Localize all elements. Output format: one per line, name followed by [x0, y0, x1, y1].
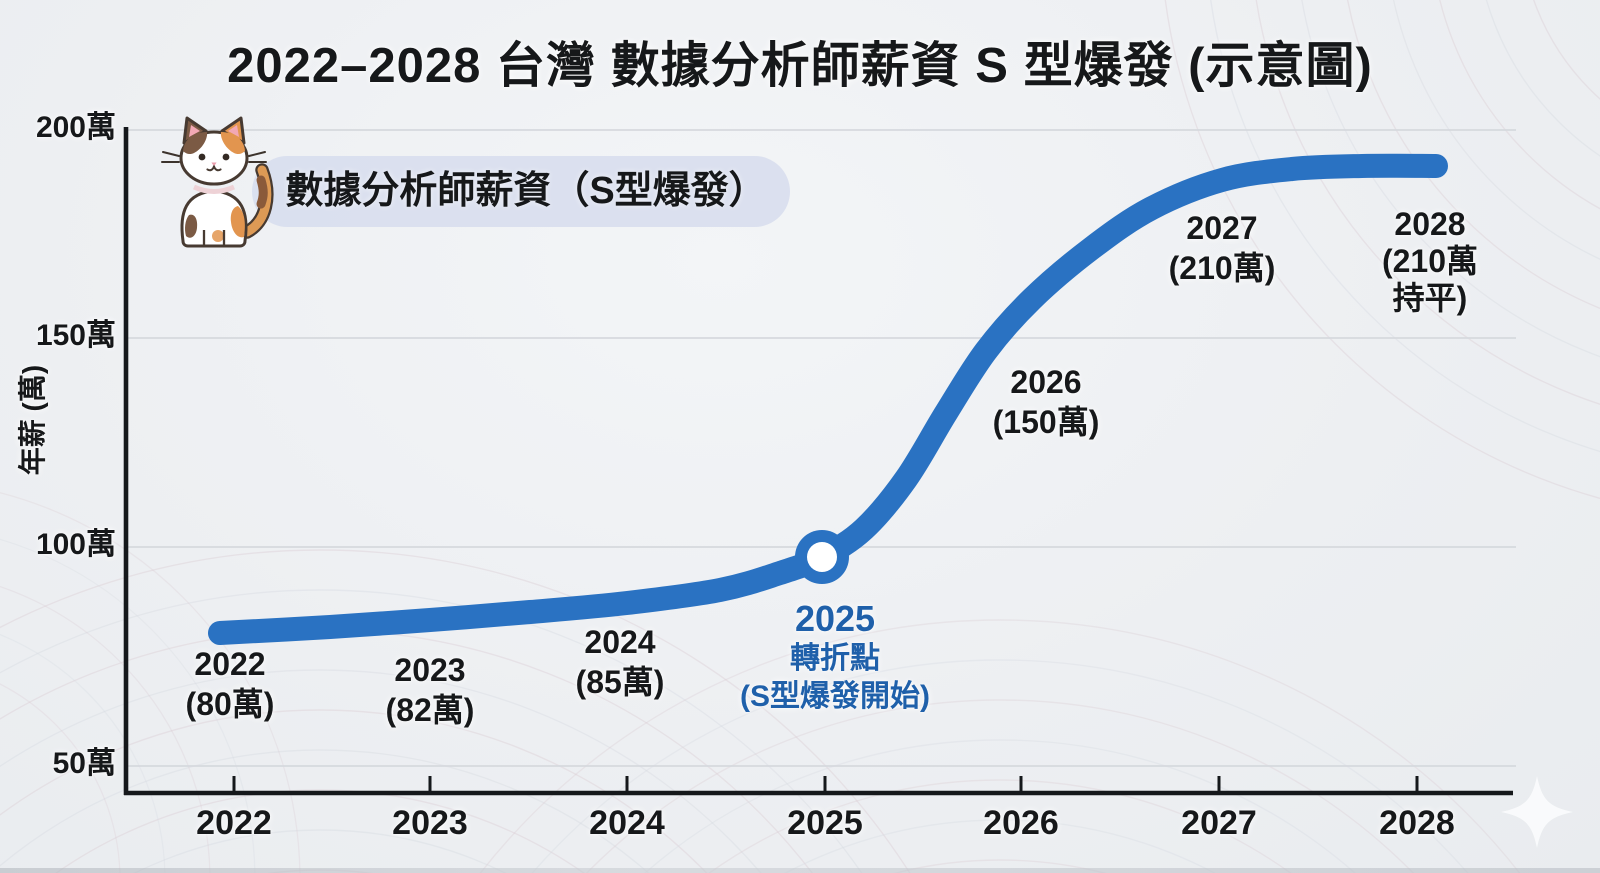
annotation-2026: 2026 (150萬)	[993, 362, 1100, 442]
y-tick-label-150: 150萬	[35, 319, 116, 352]
annotation-year: 2023	[394, 652, 466, 688]
annotation-value: (210萬	[1381, 243, 1479, 279]
annotation-value: (82萬)	[385, 692, 475, 728]
annotation-note: (S型爆發開始)	[740, 680, 930, 713]
annotation-value: (210萬)	[1168, 250, 1276, 286]
y-tick-label-100: 100萬	[35, 528, 116, 561]
x-tick-label-2025: 2025	[787, 804, 863, 842]
annotation-value: (150萬)	[992, 404, 1100, 440]
x-tick-label-2023: 2023	[392, 804, 468, 842]
gridlines	[128, 129, 1516, 767]
x-tick-marks	[232, 776, 1419, 793]
annotation-year: 2028	[1394, 206, 1466, 242]
chart-title: 2022–2028 台灣 數據分析師薪資 S 型爆發 (示意圖)	[227, 39, 1373, 93]
bottom-edge-strip	[0, 868, 1600, 873]
annotation-year: 2025	[794, 598, 876, 639]
annotation-2025-inflection: 2025 轉折點 (S型爆發開始)	[740, 598, 930, 716]
annotation-year: 2027	[1186, 210, 1258, 246]
annotation-2024: 2024 (85萬)	[576, 622, 665, 702]
x-tick-label-2026: 2026	[983, 804, 1059, 842]
ripple-bottom-center	[479, 619, 1521, 873]
calico-cat-icon	[161, 116, 274, 248]
sparkle-icon	[1501, 776, 1573, 848]
annotation-value: (80萬)	[185, 686, 275, 722]
inflection-marker-core	[807, 542, 837, 572]
annotation-2023: 2023 (82萬)	[386, 650, 475, 730]
annotation-2028: 2028 (210萬 持平)	[1382, 206, 1478, 317]
annotation-2022: 2022 (80萬)	[186, 644, 275, 724]
annotation-note: 持平)	[1392, 280, 1468, 316]
annotation-value: (85萬)	[575, 664, 665, 700]
x-tick-label-2028: 2028	[1379, 804, 1455, 842]
x-tick-label-2024: 2024	[589, 804, 665, 842]
annotation-year: 2026	[1010, 364, 1082, 400]
y-tick-label-50: 50萬	[52, 747, 116, 780]
y-tick-label-200: 200萬	[35, 111, 116, 144]
y-axis-title: 年薪 (萬)	[17, 364, 48, 476]
legend-label: 數據分析師薪資（S型爆發）	[285, 170, 767, 212]
annotation-year: 2022	[194, 646, 266, 682]
annotation-year: 2024	[584, 624, 656, 660]
annotation-value: 轉折點	[790, 642, 880, 675]
x-tick-label-2022: 2022	[196, 804, 272, 842]
legend-pill	[252, 156, 790, 227]
x-tick-label-2027: 2027	[1181, 804, 1257, 842]
salary-curve	[208, 153, 1448, 645]
annotation-2027: 2027 (210萬)	[1169, 208, 1276, 288]
